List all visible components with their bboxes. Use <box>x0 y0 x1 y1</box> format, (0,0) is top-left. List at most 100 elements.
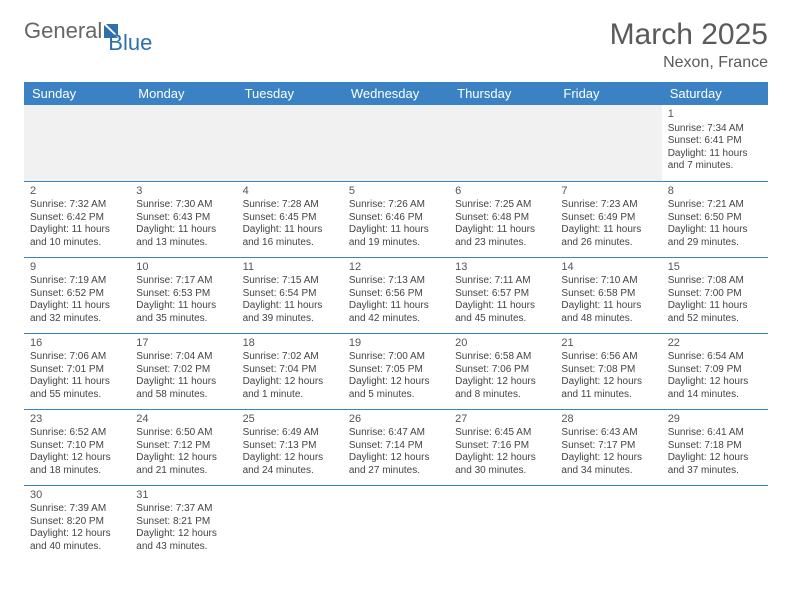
sunrise: Sunrise: 7:30 AM <box>136 199 230 212</box>
day-info: Sunrise: 7:34 AMSunset: 6:41 PMDaylight:… <box>668 123 762 173</box>
day-info: Sunrise: 6:56 AMSunset: 7:08 PMDaylight:… <box>561 351 655 401</box>
calendar-cell: 26Sunrise: 6:47 AMSunset: 7:14 PMDayligh… <box>343 409 449 485</box>
daylight: Daylight: 11 hours and 39 minutes. <box>243 300 337 325</box>
sunset: Sunset: 6:57 PM <box>455 288 549 301</box>
sunrise: Sunrise: 7:15 AM <box>243 275 337 288</box>
sunrise: Sunrise: 7:26 AM <box>349 199 443 212</box>
daylight: Daylight: 12 hours and 8 minutes. <box>455 376 549 401</box>
sunset: Sunset: 7:10 PM <box>30 440 124 453</box>
calendar-cell: 25Sunrise: 6:49 AMSunset: 7:13 PMDayligh… <box>237 409 343 485</box>
calendar-row: 16Sunrise: 7:06 AMSunset: 7:01 PMDayligh… <box>24 333 768 409</box>
calendar-cell <box>662 485 768 561</box>
calendar-cell: 18Sunrise: 7:02 AMSunset: 7:04 PMDayligh… <box>237 333 343 409</box>
sunrise: Sunrise: 6:56 AM <box>561 351 655 364</box>
calendar-cell: 23Sunrise: 6:52 AMSunset: 7:10 PMDayligh… <box>24 409 130 485</box>
calendar-row: 2Sunrise: 7:32 AMSunset: 6:42 PMDaylight… <box>24 181 768 257</box>
daylight: Daylight: 11 hours and 42 minutes. <box>349 300 443 325</box>
daylight: Daylight: 12 hours and 5 minutes. <box>349 376 443 401</box>
sunrise: Sunrise: 7:00 AM <box>349 351 443 364</box>
sunset: Sunset: 6:56 PM <box>349 288 443 301</box>
calendar-cell: 3Sunrise: 7:30 AMSunset: 6:43 PMDaylight… <box>130 181 236 257</box>
location: Nexon, France <box>610 54 768 72</box>
daylight: Daylight: 11 hours and 48 minutes. <box>561 300 655 325</box>
calendar-cell: 10Sunrise: 7:17 AMSunset: 6:53 PMDayligh… <box>130 257 236 333</box>
sunset: Sunset: 6:45 PM <box>243 212 337 225</box>
sunset: Sunset: 6:53 PM <box>136 288 230 301</box>
sunset: Sunset: 6:52 PM <box>30 288 124 301</box>
sunrise: Sunrise: 6:49 AM <box>243 427 337 440</box>
day-number: 25 <box>243 413 337 427</box>
sunset: Sunset: 7:01 PM <box>30 364 124 377</box>
day-number: 27 <box>455 413 549 427</box>
logo: General Blue <box>24 18 152 44</box>
day-info: Sunrise: 7:00 AMSunset: 7:05 PMDaylight:… <box>349 351 443 401</box>
calendar-cell <box>449 485 555 561</box>
daylight: Daylight: 11 hours and 35 minutes. <box>136 300 230 325</box>
day-number: 8 <box>668 185 762 199</box>
day-number: 1 <box>668 108 762 122</box>
title-block: March 2025 Nexon, France <box>610 18 768 72</box>
calendar-cell <box>449 105 555 181</box>
day-number: 5 <box>349 185 443 199</box>
day-info: Sunrise: 7:08 AMSunset: 7:00 PMDaylight:… <box>668 275 762 325</box>
daylight: Daylight: 12 hours and 21 minutes. <box>136 452 230 477</box>
sunset: Sunset: 6:42 PM <box>30 212 124 225</box>
sunset: Sunset: 7:08 PM <box>561 364 655 377</box>
daylight: Daylight: 12 hours and 24 minutes. <box>243 452 337 477</box>
day-number: 7 <box>561 185 655 199</box>
day-info: Sunrise: 7:23 AMSunset: 6:49 PMDaylight:… <box>561 199 655 249</box>
sunrise: Sunrise: 7:25 AM <box>455 199 549 212</box>
calendar-cell: 12Sunrise: 7:13 AMSunset: 6:56 PMDayligh… <box>343 257 449 333</box>
sunset: Sunset: 7:09 PM <box>668 364 762 377</box>
calendar-cell: 16Sunrise: 7:06 AMSunset: 7:01 PMDayligh… <box>24 333 130 409</box>
day-number: 31 <box>136 489 230 503</box>
daylight: Daylight: 11 hours and 10 minutes. <box>30 224 124 249</box>
day-info: Sunrise: 7:04 AMSunset: 7:02 PMDaylight:… <box>136 351 230 401</box>
calendar-cell: 14Sunrise: 7:10 AMSunset: 6:58 PMDayligh… <box>555 257 661 333</box>
sunrise: Sunrise: 7:17 AM <box>136 275 230 288</box>
day-number: 15 <box>668 261 762 275</box>
sunrise: Sunrise: 7:13 AM <box>349 275 443 288</box>
calendar-cell: 7Sunrise: 7:23 AMSunset: 6:49 PMDaylight… <box>555 181 661 257</box>
day-number: 11 <box>243 261 337 275</box>
calendar-cell: 15Sunrise: 7:08 AMSunset: 7:00 PMDayligh… <box>662 257 768 333</box>
day-info: Sunrise: 7:39 AMSunset: 8:20 PMDaylight:… <box>30 503 124 553</box>
calendar-cell: 8Sunrise: 7:21 AMSunset: 6:50 PMDaylight… <box>662 181 768 257</box>
daylight: Daylight: 12 hours and 27 minutes. <box>349 452 443 477</box>
calendar-cell <box>130 105 236 181</box>
day-info: Sunrise: 6:50 AMSunset: 7:12 PMDaylight:… <box>136 427 230 477</box>
sunset: Sunset: 6:48 PM <box>455 212 549 225</box>
daylight: Daylight: 11 hours and 23 minutes. <box>455 224 549 249</box>
sunrise: Sunrise: 7:21 AM <box>668 199 762 212</box>
day-info: Sunrise: 6:58 AMSunset: 7:06 PMDaylight:… <box>455 351 549 401</box>
day-info: Sunrise: 6:49 AMSunset: 7:13 PMDaylight:… <box>243 427 337 477</box>
day-info: Sunrise: 7:37 AMSunset: 8:21 PMDaylight:… <box>136 503 230 553</box>
weekday-head: Thursday <box>449 82 555 105</box>
sunrise: Sunrise: 6:50 AM <box>136 427 230 440</box>
day-info: Sunrise: 7:21 AMSunset: 6:50 PMDaylight:… <box>668 199 762 249</box>
header: General Blue March 2025 Nexon, France <box>24 18 768 72</box>
sunrise: Sunrise: 6:52 AM <box>30 427 124 440</box>
calendar-cell <box>555 105 661 181</box>
calendar-row: 23Sunrise: 6:52 AMSunset: 7:10 PMDayligh… <box>24 409 768 485</box>
day-info: Sunrise: 7:10 AMSunset: 6:58 PMDaylight:… <box>561 275 655 325</box>
day-info: Sunrise: 7:17 AMSunset: 6:53 PMDaylight:… <box>136 275 230 325</box>
day-info: Sunrise: 7:02 AMSunset: 7:04 PMDaylight:… <box>243 351 337 401</box>
sunset: Sunset: 7:06 PM <box>455 364 549 377</box>
sunrise: Sunrise: 6:43 AM <box>561 427 655 440</box>
day-number: 29 <box>668 413 762 427</box>
daylight: Daylight: 11 hours and 29 minutes. <box>668 224 762 249</box>
day-number: 16 <box>30 337 124 351</box>
day-info: Sunrise: 7:30 AMSunset: 6:43 PMDaylight:… <box>136 199 230 249</box>
day-info: Sunrise: 7:19 AMSunset: 6:52 PMDaylight:… <box>30 275 124 325</box>
sunset: Sunset: 6:43 PM <box>136 212 230 225</box>
day-info: Sunrise: 6:45 AMSunset: 7:16 PMDaylight:… <box>455 427 549 477</box>
weekday-head: Saturday <box>662 82 768 105</box>
day-info: Sunrise: 6:43 AMSunset: 7:17 PMDaylight:… <box>561 427 655 477</box>
daylight: Daylight: 11 hours and 7 minutes. <box>668 148 762 173</box>
sunrise: Sunrise: 6:47 AM <box>349 427 443 440</box>
calendar-cell: 6Sunrise: 7:25 AMSunset: 6:48 PMDaylight… <box>449 181 555 257</box>
sunrise: Sunrise: 7:39 AM <box>30 503 124 516</box>
day-number: 26 <box>349 413 443 427</box>
day-info: Sunrise: 7:26 AMSunset: 6:46 PMDaylight:… <box>349 199 443 249</box>
